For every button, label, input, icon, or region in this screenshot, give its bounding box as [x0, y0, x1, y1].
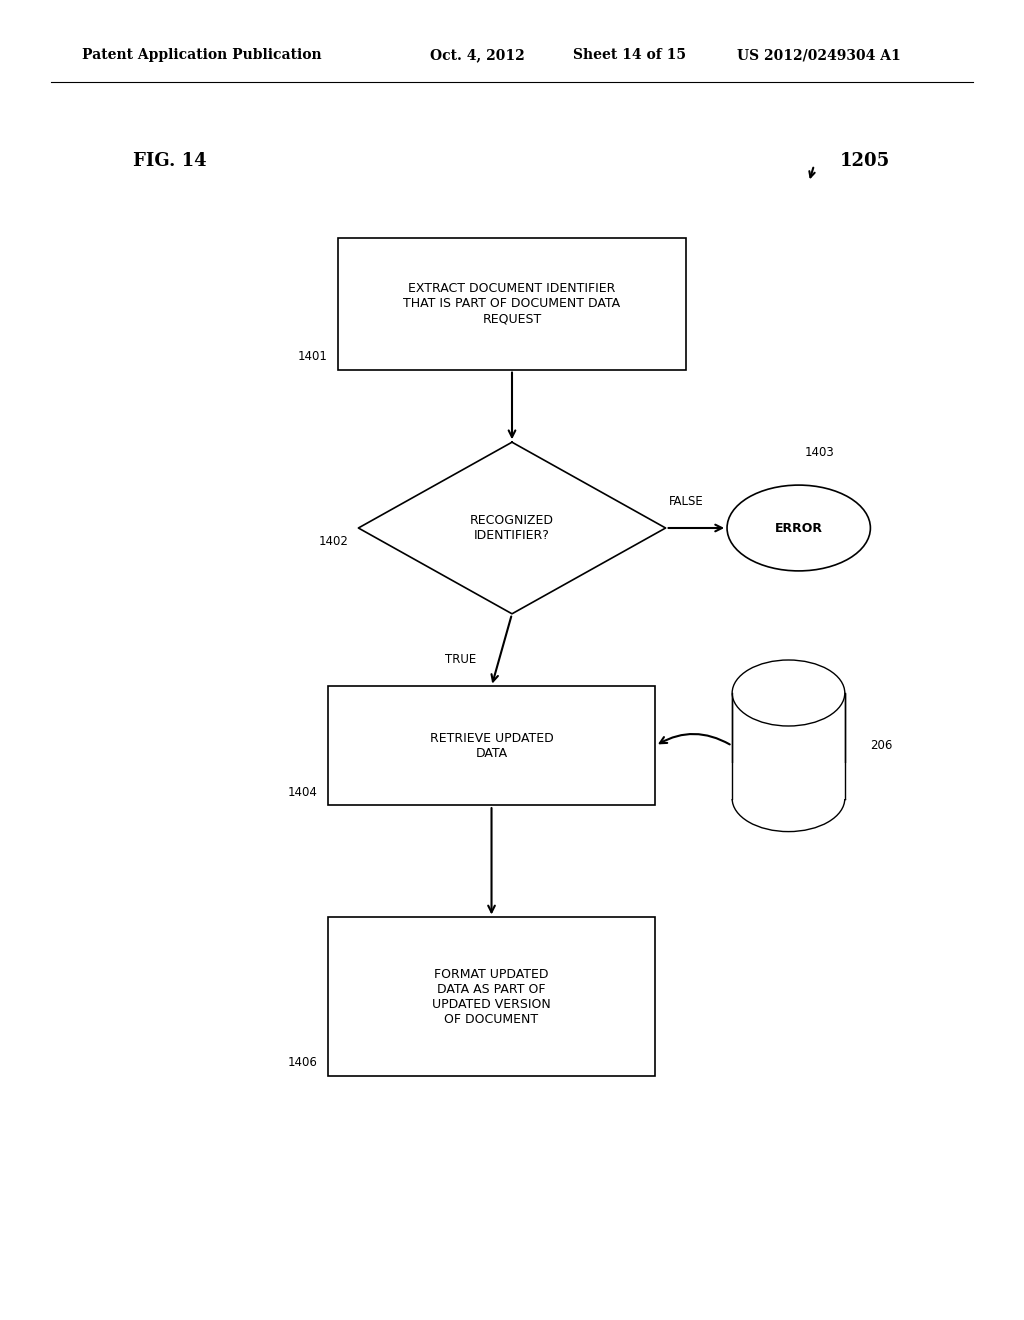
Ellipse shape: [732, 766, 845, 832]
FancyBboxPatch shape: [338, 238, 686, 370]
FancyBboxPatch shape: [730, 763, 847, 799]
FancyBboxPatch shape: [328, 686, 655, 805]
Text: 1404: 1404: [288, 785, 317, 799]
Polygon shape: [358, 442, 666, 614]
Text: Sheet 14 of 15: Sheet 14 of 15: [573, 49, 686, 62]
FancyBboxPatch shape: [328, 917, 655, 1076]
Text: 1403: 1403: [804, 446, 835, 458]
Text: ERROR: ERROR: [775, 521, 822, 535]
Ellipse shape: [727, 486, 870, 570]
Text: 1406: 1406: [288, 1056, 317, 1069]
Text: FORMAT UPDATED
DATA AS PART OF
UPDATED VERSION
OF DOCUMENT: FORMAT UPDATED DATA AS PART OF UPDATED V…: [432, 968, 551, 1026]
Text: RETRIEVE UPDATED
DATA: RETRIEVE UPDATED DATA: [430, 731, 553, 760]
Text: 1402: 1402: [318, 535, 348, 548]
Text: TRUE: TRUE: [445, 653, 476, 667]
Ellipse shape: [732, 660, 845, 726]
Text: RECOGNIZED
IDENTIFIER?: RECOGNIZED IDENTIFIER?: [470, 513, 554, 543]
Text: Oct. 4, 2012: Oct. 4, 2012: [430, 49, 525, 62]
Text: 1401: 1401: [298, 350, 328, 363]
FancyBboxPatch shape: [732, 693, 845, 799]
Text: 1205: 1205: [840, 152, 890, 170]
Text: Patent Application Publication: Patent Application Publication: [82, 49, 322, 62]
Text: 206: 206: [870, 739, 893, 752]
Text: FALSE: FALSE: [669, 495, 703, 508]
Text: EXTRACT DOCUMENT IDENTIFIER
THAT IS PART OF DOCUMENT DATA
REQUEST: EXTRACT DOCUMENT IDENTIFIER THAT IS PART…: [403, 282, 621, 325]
Text: FIG. 14: FIG. 14: [133, 152, 207, 170]
Text: US 2012/0249304 A1: US 2012/0249304 A1: [737, 49, 901, 62]
